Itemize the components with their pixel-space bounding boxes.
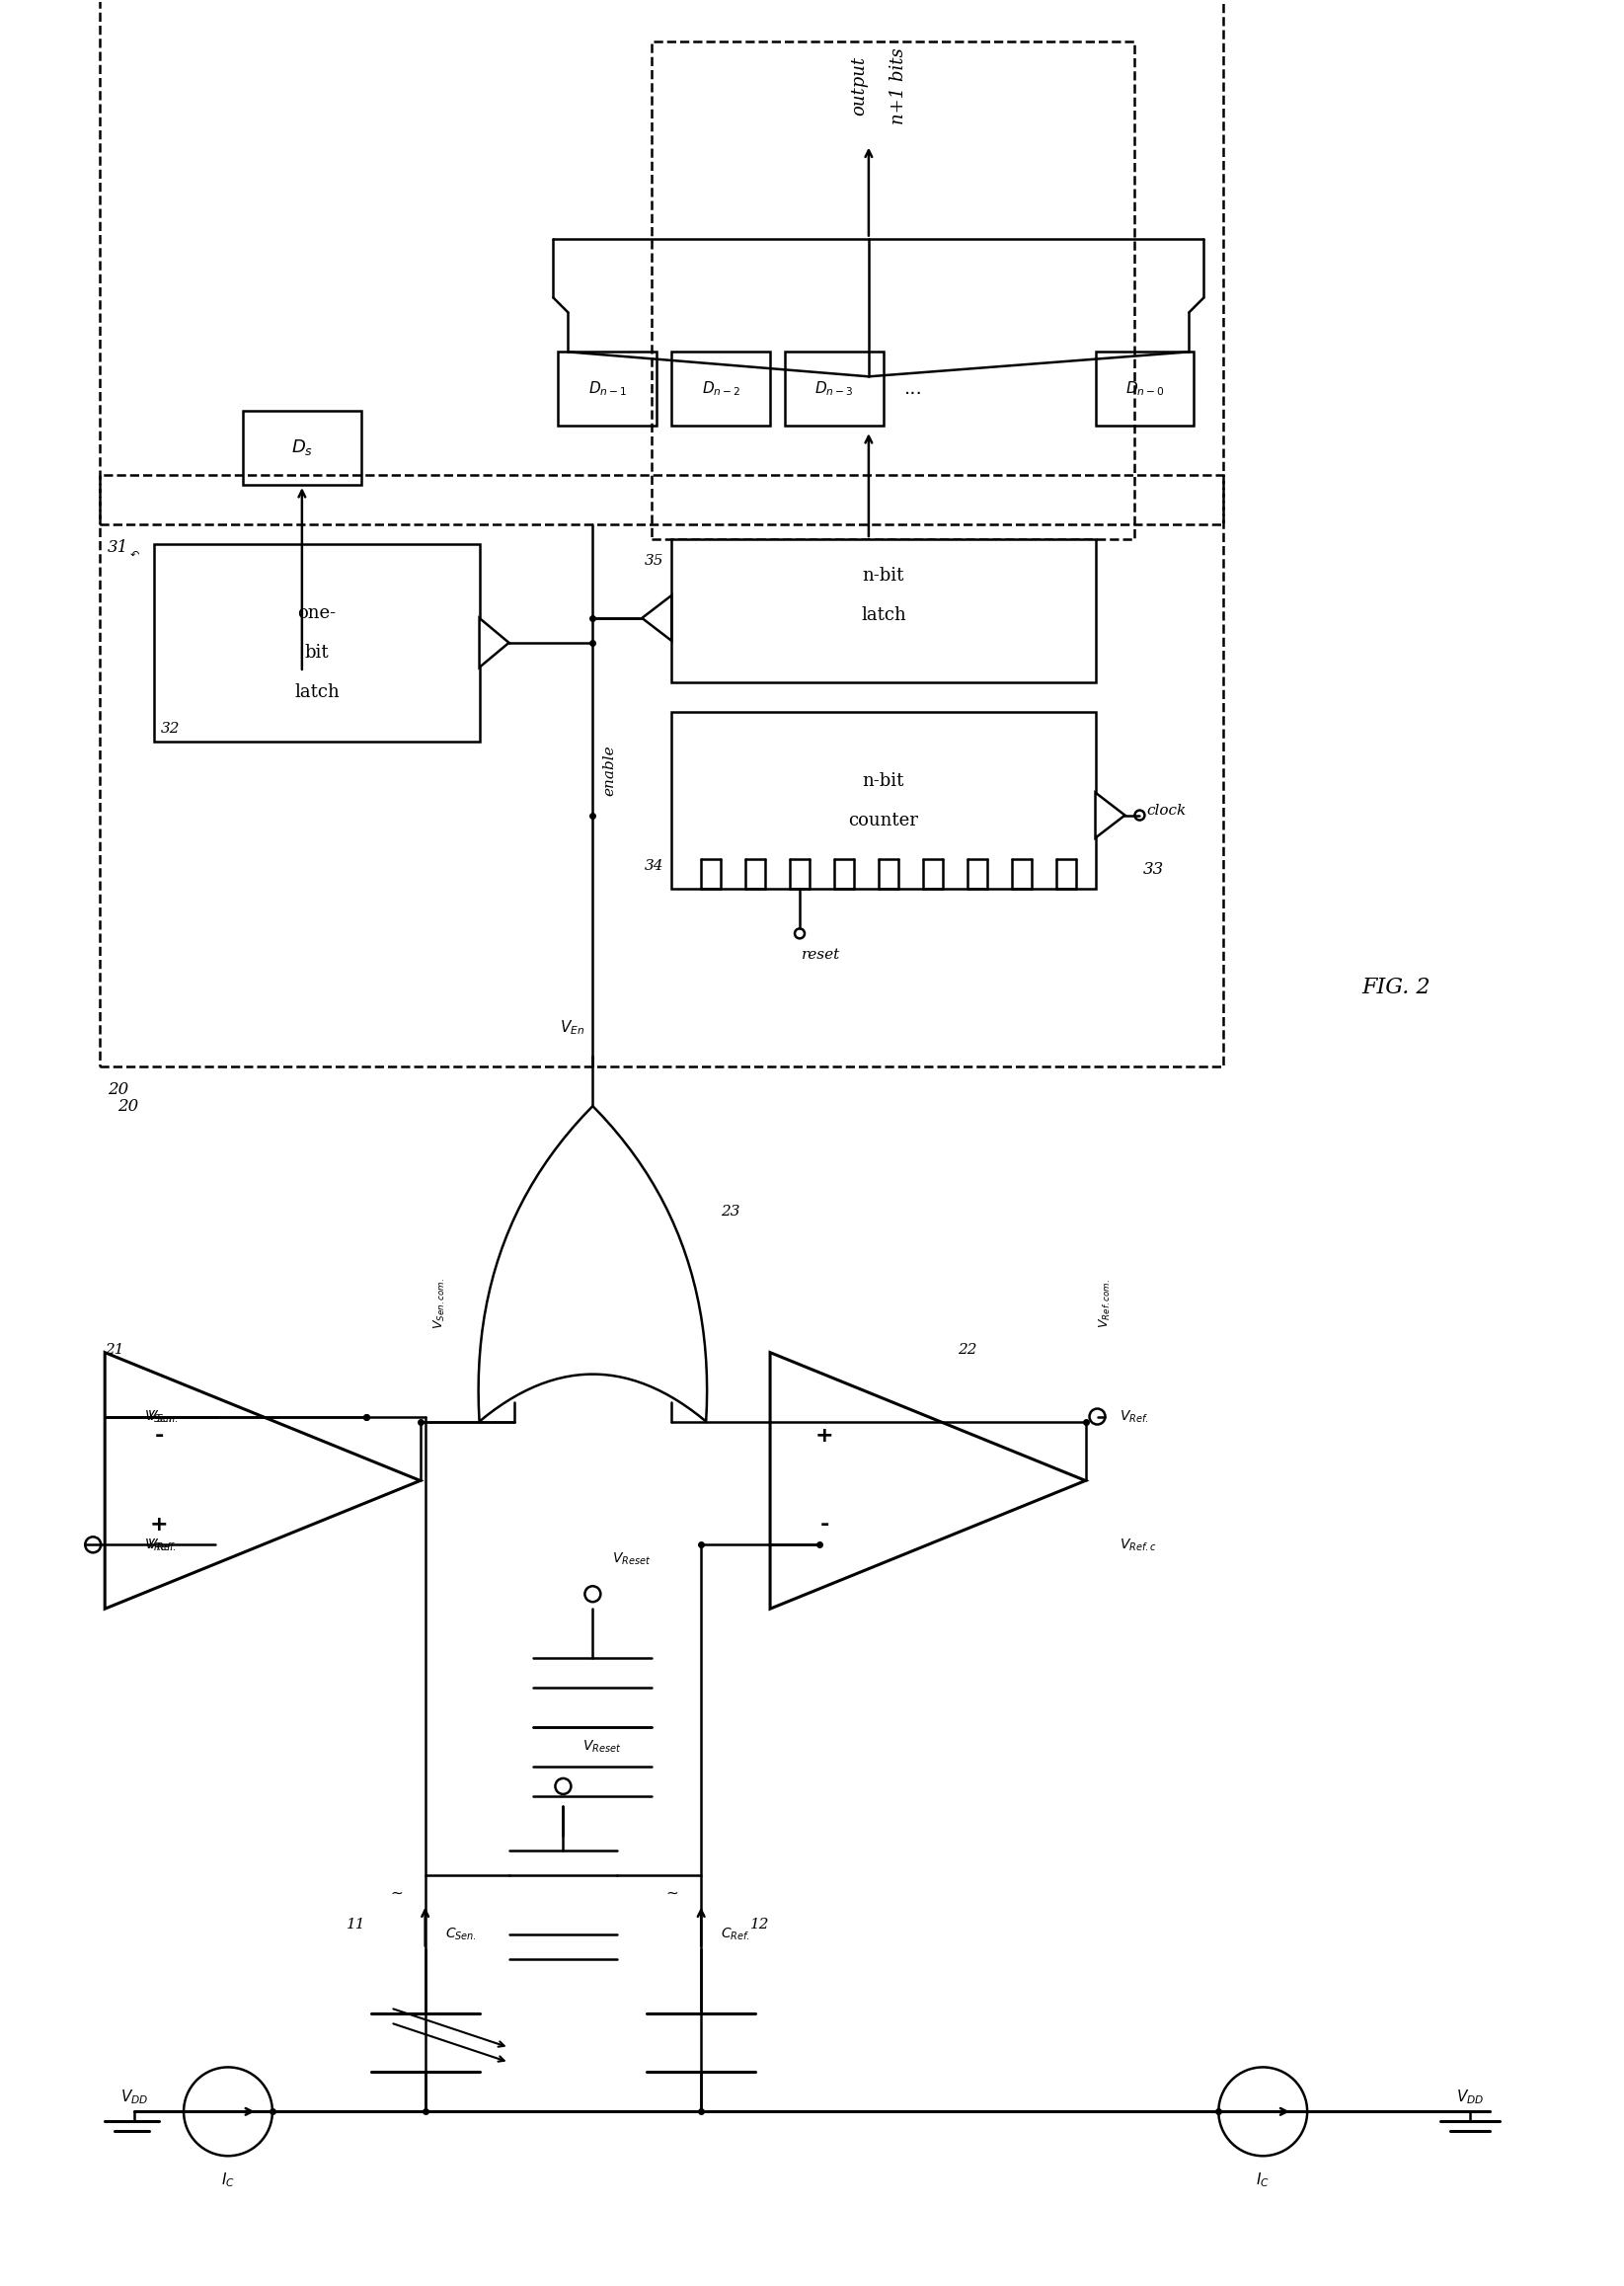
Text: bit: bit [305,645,330,661]
Bar [559,352,656,425]
Bar [651,41,1135,539]
Text: $V_{DD}$: $V_{DD}$ [1455,2087,1484,2108]
Text: latch: latch [294,684,339,702]
Text: +: + [149,1516,169,1534]
Bar [784,352,883,425]
Text: $V_{DD}$: $V_{DD}$ [120,2087,148,2108]
Text: 20: 20 [117,1097,138,1116]
Bar [672,352,770,425]
Text: 33: 33 [1143,862,1164,878]
Text: $V_{Sen.com.}$: $V_{Sen.com.}$ [432,1278,447,1328]
Polygon shape [106,1353,421,1609]
Text: $\sim$: $\sim$ [664,1886,679,1900]
Polygon shape [641,594,672,640]
Text: 12: 12 [750,1918,770,1932]
Text: reset: reset [802,949,840,962]
Text: -: - [154,1426,164,1447]
Text: -: - [820,1516,828,1534]
Text: 21: 21 [106,1342,123,1356]
Text: $D_{n-0}$: $D_{n-0}$ [1125,379,1164,398]
Text: $V_{Ref.}$: $V_{Ref.}$ [1121,1408,1150,1424]
Text: n-bit: n-bit [862,567,905,585]
Polygon shape [770,1353,1085,1609]
Text: +: + [815,1426,833,1447]
Text: $I_C$: $I_C$ [221,2172,235,2190]
Text: 31: 31 [107,539,128,555]
Text: $I_C$: $I_C$ [1255,2172,1270,2190]
Bar [672,711,1095,889]
Text: $V_{Reset}$: $V_{Reset}$ [612,1552,651,1568]
Text: $V_{En}$: $V_{En}$ [560,1017,585,1036]
Text: $C_{Ref.}$: $C_{Ref.}$ [721,1927,750,1943]
Bar [101,0,1223,523]
Text: 34: 34 [645,860,664,873]
Text: n+1 bits: n+1 bits [890,48,908,123]
Text: $D_{n-3}$: $D_{n-3}$ [815,379,854,398]
Text: 23: 23 [721,1205,741,1218]
Text: $V_{Ref.}$: $V_{Ref.}$ [148,1536,177,1552]
Text: 22: 22 [958,1342,976,1356]
Text: $D_{n-1}$: $D_{n-1}$ [588,379,627,398]
Text: $V_{Sen.}$: $V_{Sen.}$ [145,1408,175,1424]
Text: $V_{Sen.}$: $V_{Sen.}$ [148,1408,179,1424]
Text: ...: ... [905,379,922,398]
Text: $C_{Sen.}$: $C_{Sen.}$ [445,1927,476,1943]
Text: enable: enable [603,745,617,796]
Polygon shape [479,617,508,668]
Text: $\curvearrowleft$: $\curvearrowleft$ [128,549,140,558]
Bar [101,475,1223,1068]
Text: latch: latch [861,606,906,624]
Text: $V_{Ref.}$: $V_{Ref.}$ [145,1536,174,1552]
Bar [1095,352,1194,425]
Text: 11: 11 [346,1918,365,1932]
Polygon shape [479,1106,706,1422]
Text: clock: clock [1147,802,1187,816]
Text: $D_{n-2}$: $D_{n-2}$ [702,379,741,398]
Text: $\sim$: $\sim$ [388,1886,403,1900]
Bar [244,411,361,485]
Text: 20: 20 [107,1081,128,1097]
Text: counter: counter [848,812,919,830]
Text: $V_{Reset}$: $V_{Reset}$ [583,1740,622,1756]
Text: $D_s$: $D_s$ [291,437,313,457]
Text: $V_{Ref.c}$: $V_{Ref.c}$ [1121,1536,1158,1552]
Text: 32: 32 [161,722,180,736]
Text: FIG. 2: FIG. 2 [1361,976,1431,999]
Bar [154,544,479,741]
Text: 35: 35 [645,553,664,567]
Text: one-: one- [297,604,336,622]
Text: n-bit: n-bit [862,773,905,789]
Polygon shape [1095,793,1125,839]
Text: output: output [849,57,867,114]
Bar [672,539,1095,681]
Text: $V_{Ref.com.}$: $V_{Ref.com.}$ [1098,1278,1112,1328]
